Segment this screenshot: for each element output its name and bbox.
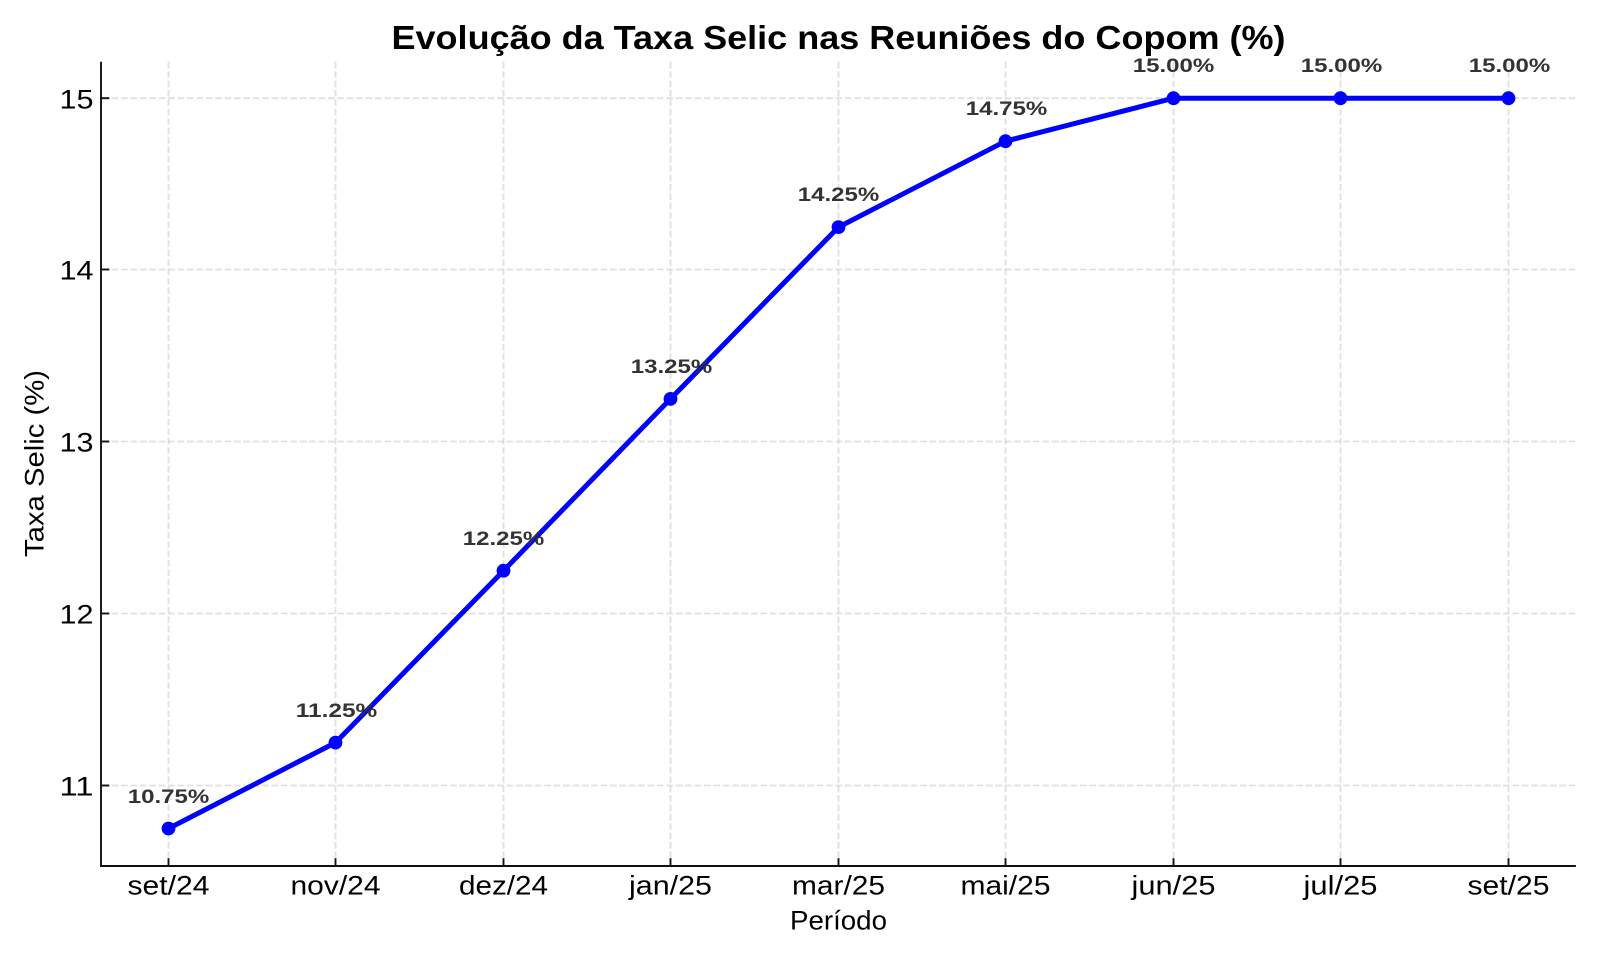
svg-text:13: 13: [60, 428, 94, 458]
svg-text:15.00%: 15.00%: [1301, 55, 1383, 77]
svg-text:mar/25: mar/25: [792, 871, 885, 901]
svg-text:jan/25: jan/25: [628, 871, 712, 901]
svg-text:dez/24: dez/24: [459, 871, 548, 901]
svg-text:mai/25: mai/25: [961, 871, 1051, 901]
svg-text:jun/25: jun/25: [1130, 871, 1215, 901]
svg-text:12: 12: [60, 600, 94, 630]
svg-text:Período: Período: [790, 905, 887, 935]
svg-text:13.25%: 13.25%: [631, 356, 713, 378]
svg-text:12.25%: 12.25%: [463, 528, 545, 550]
svg-text:14.25%: 14.25%: [798, 184, 880, 206]
svg-text:10.75%: 10.75%: [128, 786, 210, 808]
svg-text:Taxa Selic (%): Taxa Selic (%): [20, 370, 50, 557]
svg-text:14: 14: [60, 256, 94, 286]
svg-text:11.25%: 11.25%: [296, 700, 378, 722]
svg-text:set/24: set/24: [128, 871, 210, 901]
svg-text:15.00%: 15.00%: [1133, 55, 1215, 77]
svg-text:nov/24: nov/24: [291, 871, 381, 901]
svg-text:15: 15: [60, 84, 94, 114]
svg-text:15.00%: 15.00%: [1469, 55, 1551, 77]
svg-text:14.75%: 14.75%: [966, 98, 1048, 120]
svg-text:set/25: set/25: [1468, 871, 1550, 901]
svg-text:11: 11: [60, 772, 94, 802]
svg-text:jul/25: jul/25: [1302, 871, 1377, 901]
svg-text:Evolução da Taxa Selic nas Reu: Evolução da Taxa Selic nas Reuniões do C…: [392, 20, 1286, 57]
